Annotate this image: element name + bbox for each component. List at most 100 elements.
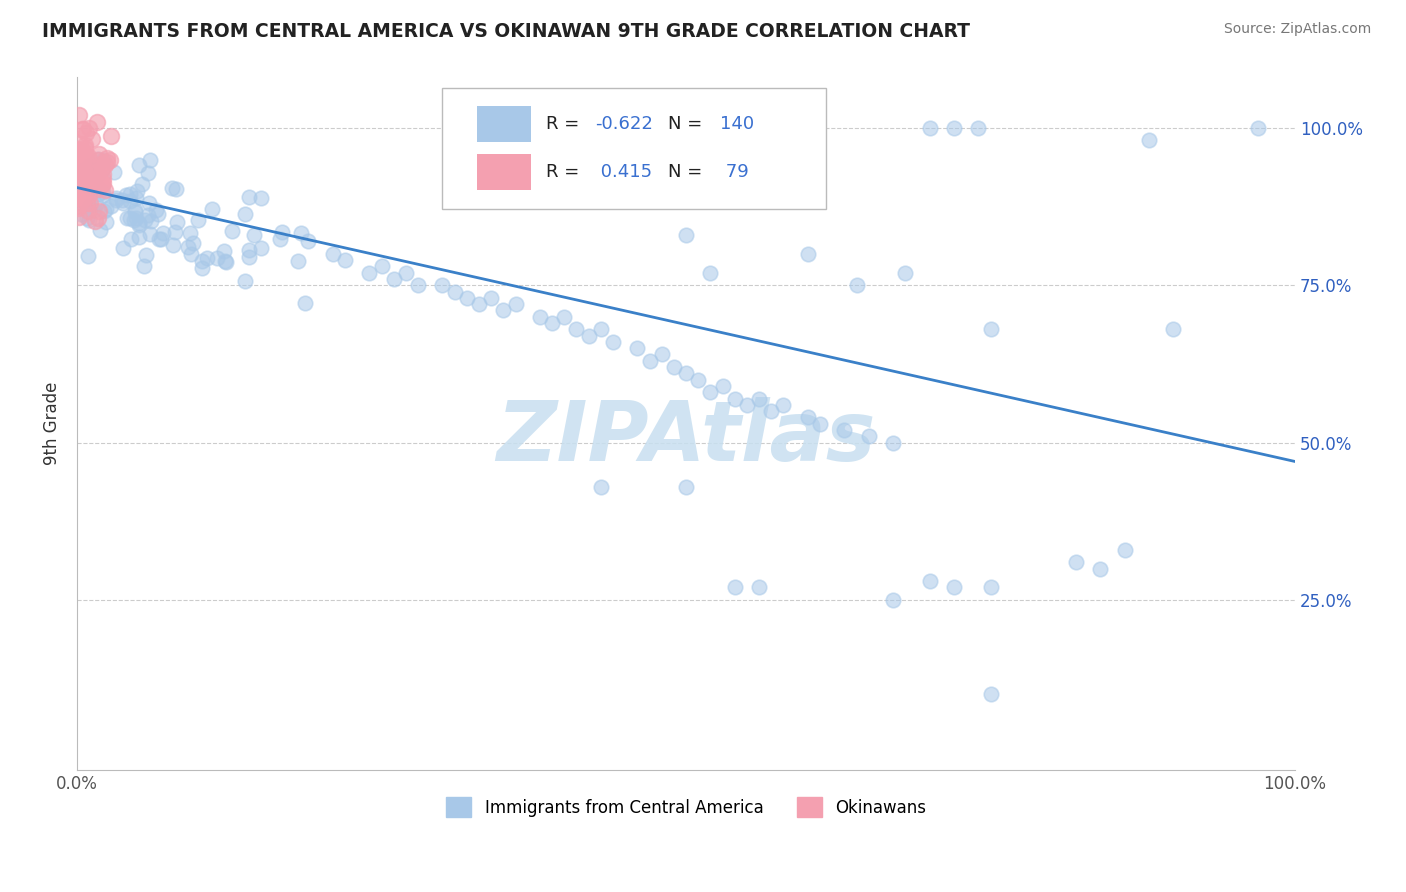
Point — [66, 179, 89, 194]
Point — [724, 581, 747, 595]
Point — [221, 224, 243, 238]
Point — [94, 215, 117, 229]
Point — [138, 153, 160, 167]
Point — [980, 581, 1002, 595]
Point — [191, 254, 214, 268]
Point — [118, 194, 141, 208]
Point — [90, 157, 112, 171]
Point — [205, 251, 228, 265]
Point — [111, 195, 134, 210]
Point — [83, 214, 105, 228]
Point — [70, 186, 93, 200]
Point — [91, 161, 114, 176]
Point — [651, 347, 673, 361]
Point — [662, 359, 685, 374]
Text: 0.415: 0.415 — [595, 163, 652, 181]
Point — [96, 151, 118, 165]
Point — [69, 166, 91, 180]
Point — [83, 161, 105, 175]
Point — [152, 226, 174, 240]
Point — [70, 121, 93, 136]
Point — [125, 191, 148, 205]
Point — [77, 248, 100, 262]
Point — [578, 328, 600, 343]
Point — [94, 202, 117, 217]
Point — [187, 212, 209, 227]
Point — [76, 204, 98, 219]
Point — [967, 120, 990, 135]
Point — [180, 246, 202, 260]
Point — [233, 207, 256, 221]
Point — [918, 574, 941, 588]
Point — [70, 164, 93, 178]
Point — [165, 182, 187, 196]
Point — [77, 188, 100, 202]
Point — [294, 296, 316, 310]
Point — [70, 143, 93, 157]
Point — [87, 186, 110, 201]
Point — [322, 246, 344, 260]
Point — [191, 260, 214, 275]
Point — [77, 176, 100, 190]
Point — [75, 168, 97, 182]
Point — [73, 138, 96, 153]
Point — [602, 334, 624, 349]
Text: N =: N = — [668, 115, 707, 133]
Point — [468, 297, 491, 311]
Point — [735, 398, 758, 412]
Point — [103, 165, 125, 179]
Point — [297, 234, 319, 248]
Point — [233, 275, 256, 289]
Point — [100, 128, 122, 143]
Point — [370, 260, 392, 274]
Point — [120, 232, 142, 246]
Point — [333, 253, 356, 268]
Point — [75, 127, 97, 141]
Point — [162, 238, 184, 252]
Point — [918, 120, 941, 135]
Point — [73, 148, 96, 162]
Point — [94, 158, 117, 172]
Point — [136, 165, 159, 179]
Point — [382, 272, 405, 286]
Point — [124, 205, 146, 219]
Point — [87, 169, 110, 184]
Point — [77, 149, 100, 163]
Point — [882, 435, 904, 450]
Point — [73, 140, 96, 154]
Legend: Immigrants from Central America, Okinawans: Immigrants from Central America, Okinawa… — [440, 790, 932, 824]
Text: Source: ZipAtlas.com: Source: ZipAtlas.com — [1223, 22, 1371, 37]
Point — [675, 367, 697, 381]
Point — [150, 232, 173, 246]
Point — [1247, 120, 1270, 135]
Point — [93, 167, 115, 181]
Point — [72, 179, 94, 194]
Point — [943, 120, 966, 135]
Point — [135, 248, 157, 262]
Point — [456, 291, 478, 305]
Point — [772, 398, 794, 412]
Point — [724, 392, 747, 406]
Point — [215, 254, 238, 268]
Point — [160, 180, 183, 194]
Point — [238, 190, 260, 204]
Point — [70, 165, 93, 179]
Point — [72, 121, 94, 136]
Point — [675, 227, 697, 242]
Point — [128, 230, 150, 244]
Point — [980, 322, 1002, 336]
Point — [87, 153, 110, 167]
Point — [70, 192, 93, 206]
Point — [201, 202, 224, 217]
Point — [128, 218, 150, 232]
Point — [69, 175, 91, 189]
Point — [761, 404, 783, 418]
Point — [626, 341, 648, 355]
Point — [66, 142, 89, 156]
Point — [86, 114, 108, 128]
Point — [96, 155, 118, 169]
Point — [212, 244, 235, 259]
Text: -0.622: -0.622 — [595, 115, 652, 133]
Point — [104, 191, 127, 205]
Point — [82, 171, 104, 186]
